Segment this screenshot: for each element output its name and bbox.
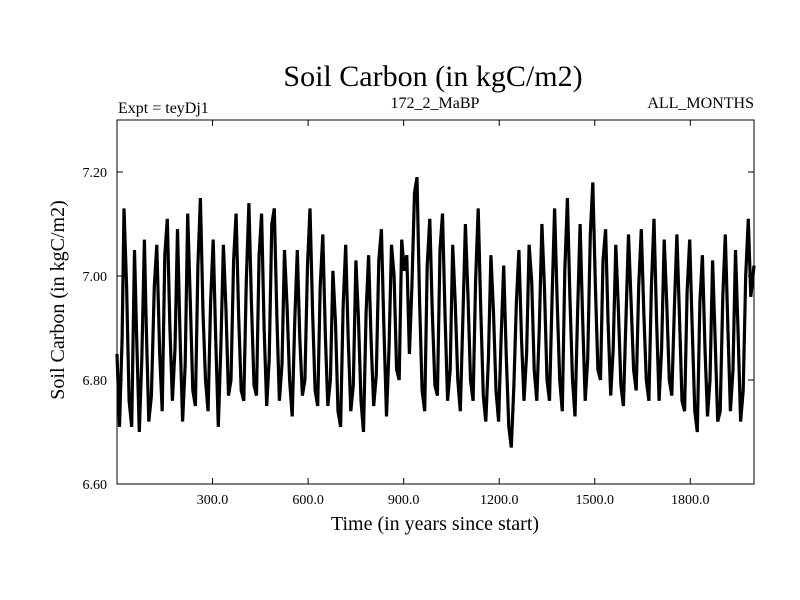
x-tick-label: 1500.0 bbox=[576, 493, 615, 508]
plot-frame bbox=[116, 119, 755, 485]
x-axis-label: Time (in years since start) bbox=[331, 513, 539, 535]
y-tick-label: 7.20 bbox=[83, 166, 108, 181]
chart-title: Soil Carbon (in kgC/m2) bbox=[283, 60, 582, 93]
soil-carbon-series-line bbox=[115, 176, 756, 448]
x-tick-label: 300.0 bbox=[197, 493, 229, 508]
x-tick-label: 900.0 bbox=[388, 493, 420, 508]
months-label: ALL_MONTHS bbox=[647, 95, 754, 112]
x-tick-label: 1800.0 bbox=[671, 493, 710, 508]
x-tick-label: 600.0 bbox=[292, 493, 324, 508]
y-axis-label: Soil Carbon (in kgC/m2) bbox=[47, 200, 69, 399]
period-label: 172_2_MaBP bbox=[391, 95, 480, 112]
experiment-label: Expt = teyDj1 bbox=[118, 100, 209, 117]
y-tick-label: 7.00 bbox=[83, 270, 108, 285]
plot-area: 300.0 600.0 900.0 1200.0 1500.0 1800.0 6.60 6.8… bbox=[83, 119, 756, 508]
x-tick-label: 1200.0 bbox=[480, 493, 519, 508]
y-tick-label: 6.60 bbox=[83, 478, 108, 493]
y-tick-label: 6.80 bbox=[83, 374, 108, 389]
